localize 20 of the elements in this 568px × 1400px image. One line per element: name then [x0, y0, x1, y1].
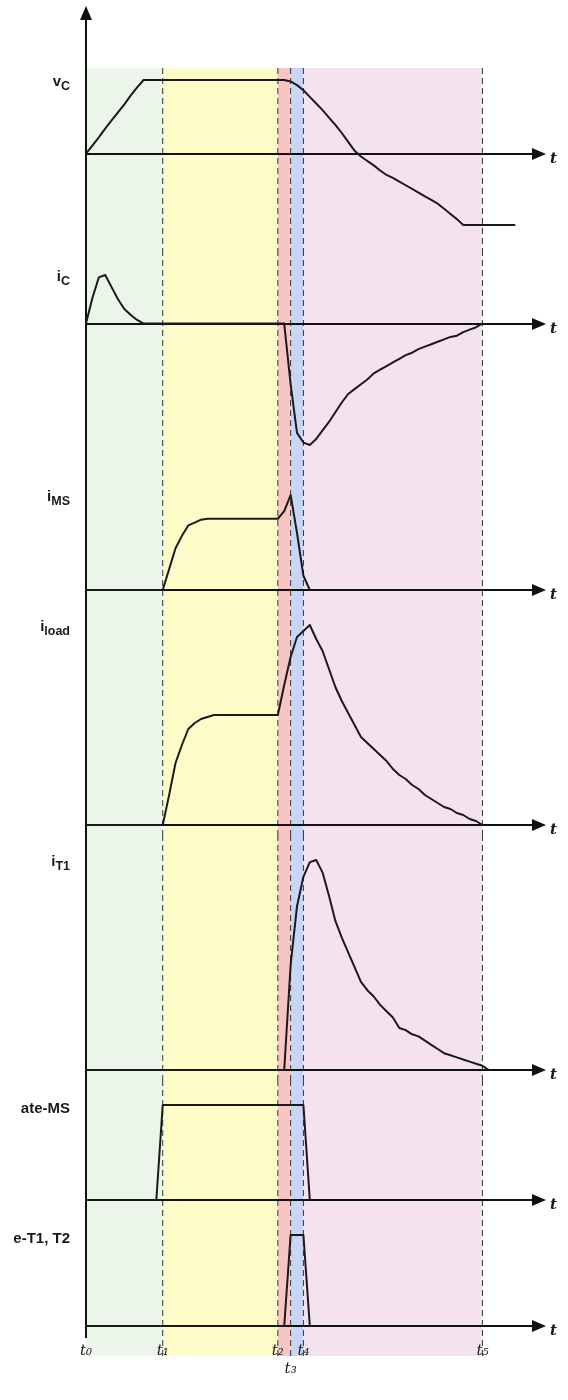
- x-axis-title: t: [550, 1321, 557, 1339]
- x-tick-label: t₄: [297, 1340, 310, 1359]
- x-tick-label: t₅: [476, 1340, 489, 1359]
- x-axis-title: t: [550, 1065, 557, 1083]
- y-axis-title: e-T1, T2: [13, 1228, 70, 1246]
- y-axis-title: i$_{T1}$: [51, 851, 70, 873]
- x-tick-label: t₂: [271, 1340, 284, 1359]
- x-axis-title: t: [550, 318, 557, 337]
- x-tick-label: t₃: [284, 1358, 297, 1377]
- y-axis-title: i$_{C}$: [56, 266, 70, 288]
- x-tick-label: t₀: [79, 1340, 93, 1359]
- x-axis-title: t: [550, 1195, 557, 1213]
- y-axis-title: ate-MS: [20, 1098, 70, 1116]
- x-axis-title: t: [550, 148, 557, 167]
- x-tick-label: t₁: [156, 1340, 169, 1359]
- y-axis-title: i$_{MS}$: [47, 486, 70, 508]
- y-axis-title: v$_{C}$: [52, 71, 70, 93]
- y-axis-title: i$_{load}$: [40, 616, 70, 638]
- x-axis-title: t: [550, 820, 557, 838]
- x-axis-title: t: [550, 585, 557, 603]
